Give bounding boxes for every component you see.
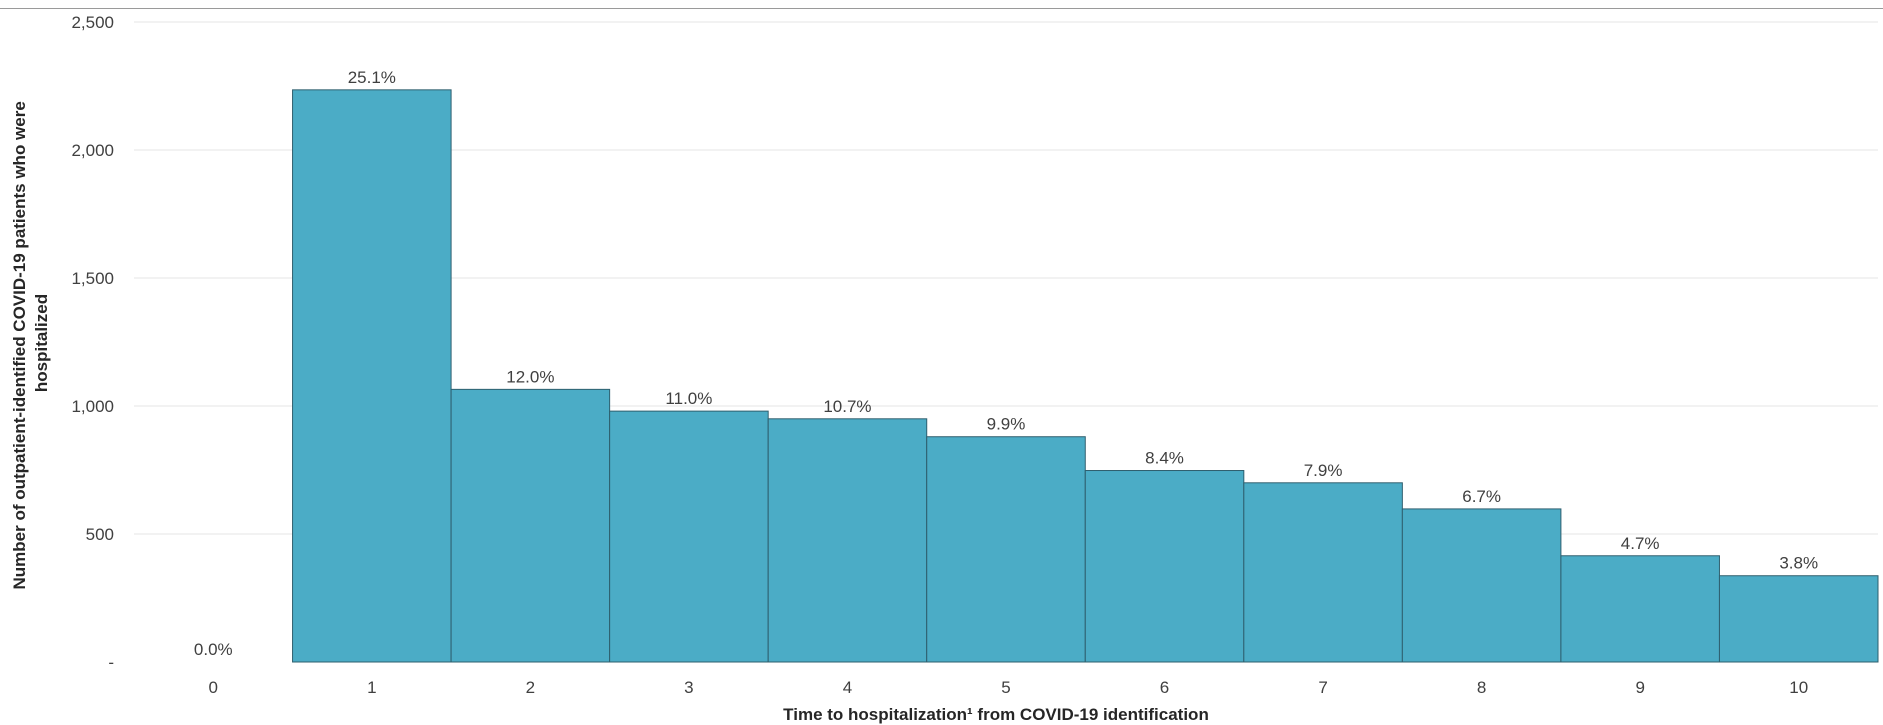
bars bbox=[292, 89, 1879, 663]
y-tick-label: - bbox=[108, 653, 114, 672]
y-axis-title-line-1: Number of outpatient-identified COVID-19… bbox=[10, 101, 29, 589]
bar-1 bbox=[292, 89, 452, 663]
x-tick-label: 5 bbox=[1001, 678, 1010, 697]
bar-7 bbox=[1243, 482, 1403, 663]
x-tick-label: 1 bbox=[367, 678, 376, 697]
data-label-3: 11.0% bbox=[665, 389, 712, 408]
x-tick-label: 3 bbox=[684, 678, 693, 697]
x-axis-title: Time to hospitalization¹ from COVID-19 i… bbox=[783, 705, 1209, 724]
data-label-9: 4.7% bbox=[1621, 534, 1660, 553]
bar-9 bbox=[1560, 555, 1720, 663]
data-label-7: 7.9% bbox=[1304, 461, 1343, 480]
data-label-6: 8.4% bbox=[1145, 449, 1184, 468]
data-label-1: 25.1% bbox=[348, 68, 396, 87]
x-tick-label: 4 bbox=[843, 678, 852, 697]
bar-2 bbox=[450, 388, 611, 663]
data-label-2: 12.0% bbox=[506, 367, 554, 386]
y-axis-title: Number of outpatient-identified COVID-19… bbox=[10, 96, 51, 589]
y-tick-label: 2,000 bbox=[71, 141, 114, 160]
bar-5 bbox=[926, 436, 1086, 663]
bar-4 bbox=[767, 418, 928, 663]
x-tick-label: 0 bbox=[209, 678, 218, 697]
top-border-line bbox=[0, 8, 1883, 9]
y-tick-label: 1,000 bbox=[71, 397, 114, 416]
y-tick-label: 500 bbox=[86, 525, 114, 544]
bar-10 bbox=[1718, 575, 1879, 663]
x-tick-label: 6 bbox=[1160, 678, 1169, 697]
x-tick-label: 7 bbox=[1318, 678, 1327, 697]
bar-6 bbox=[1084, 470, 1245, 663]
bar-3 bbox=[609, 410, 769, 663]
data-label-0: 0.0% bbox=[194, 640, 233, 659]
bar-8 bbox=[1401, 508, 1562, 663]
y-tick-label: 2,500 bbox=[71, 13, 114, 32]
data-labels: 0.0% 25.1% 12.0% 11.0% 10.7% 9.9% 8.4% 7.9% 6.7%… bbox=[194, 68, 1818, 659]
y-axis-ticks: - 500 1,000 1,500 2,000 2,500 bbox=[71, 13, 114, 672]
data-label-5: 9.9% bbox=[987, 415, 1026, 434]
x-tick-label: 8 bbox=[1477, 678, 1486, 697]
data-label-8: 6.7% bbox=[1462, 487, 1501, 506]
x-tick-label: 10 bbox=[1789, 678, 1808, 697]
x-tick-label: 9 bbox=[1635, 678, 1644, 697]
y-tick-label: 1,500 bbox=[71, 269, 114, 288]
y-axis-title-line-2: hospitalized bbox=[32, 294, 51, 392]
data-label-10: 3.8% bbox=[1779, 554, 1818, 573]
data-label-4: 10.7% bbox=[823, 397, 871, 416]
x-tick-label: 2 bbox=[526, 678, 535, 697]
x-axis-ticks: 0 1 2 3 4 5 6 7 8 9 10 bbox=[209, 678, 1809, 697]
